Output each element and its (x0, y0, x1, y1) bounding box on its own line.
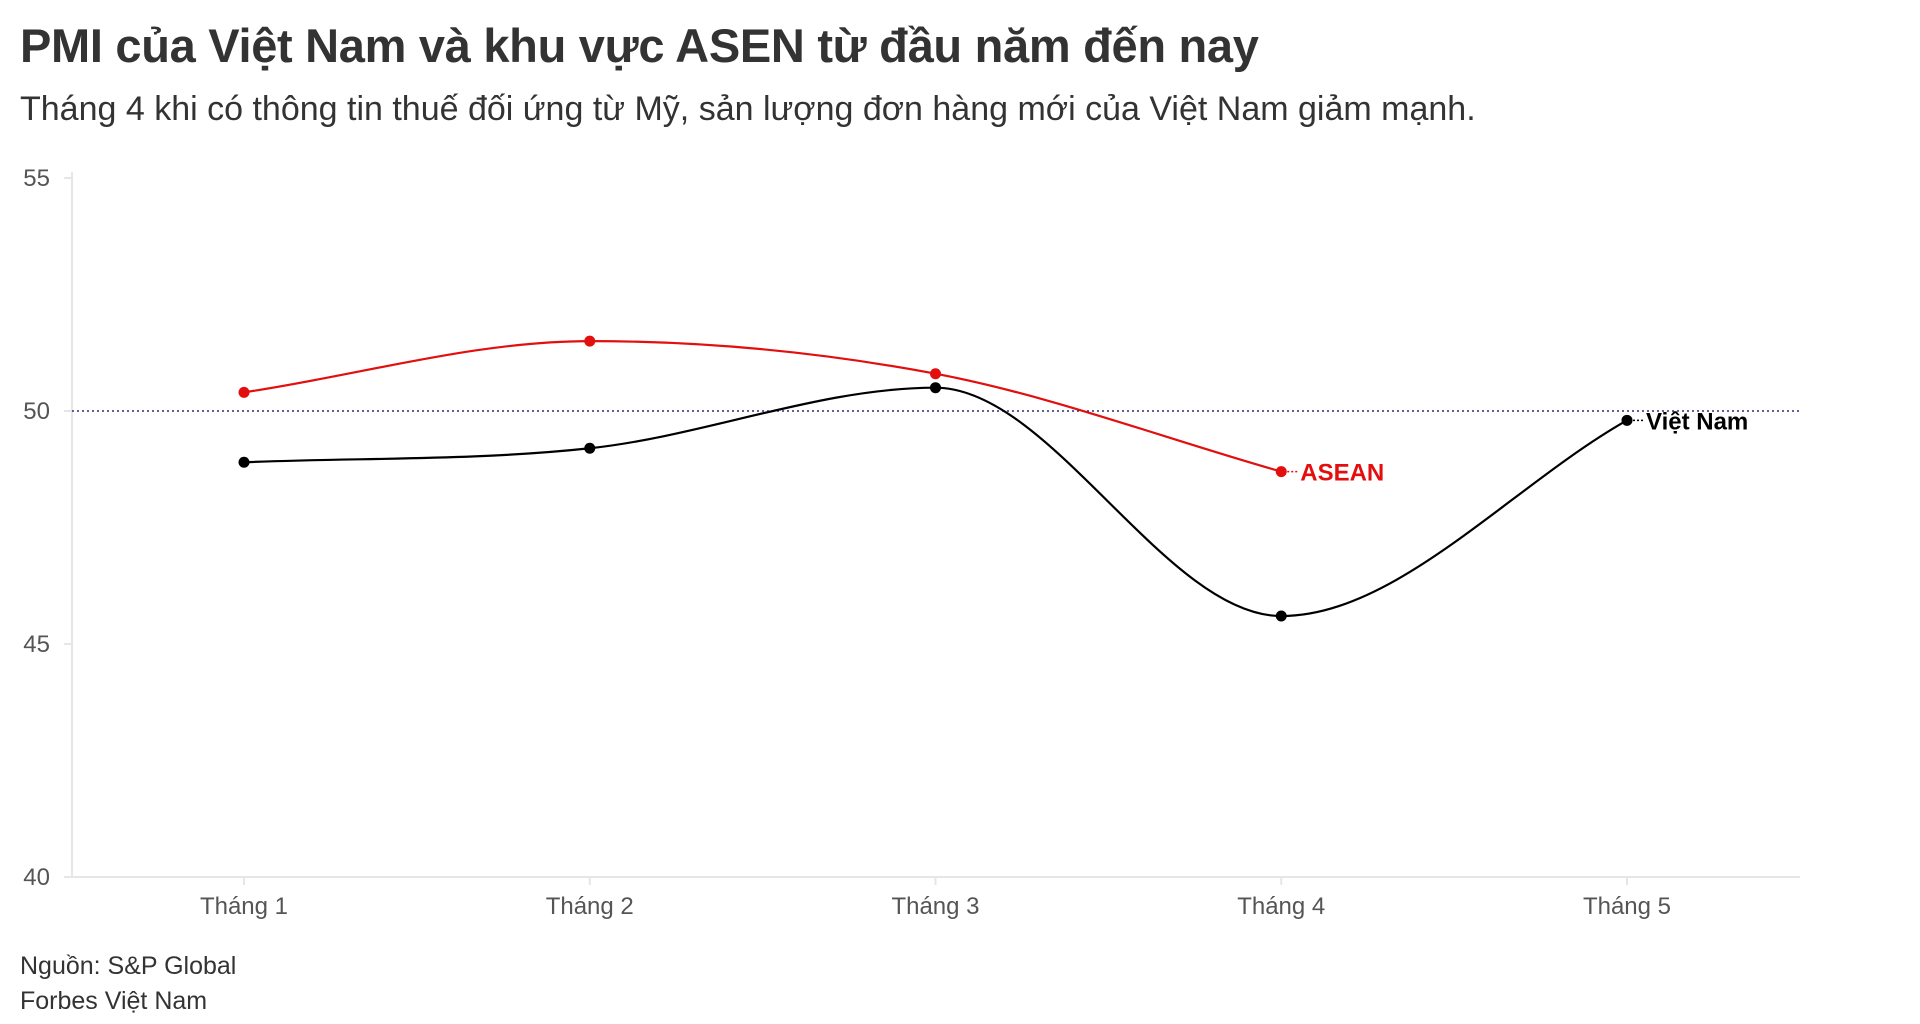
brand-note: Forbes Việt Nam (20, 987, 208, 1015)
x-tick-label: Tháng 1 (200, 893, 288, 920)
y-tick-label: 50 (23, 398, 50, 425)
vietnam-point (1275, 610, 1287, 622)
y-tick-label: 40 (23, 864, 50, 891)
y-tick-label: 45 (23, 631, 50, 658)
asean-point (584, 335, 596, 347)
chart-title: PMI của Việt Nam và khu vực ASEN từ đầu … (20, 19, 1259, 72)
x-tick-label: Tháng 3 (891, 893, 979, 920)
x-tick-label: Tháng 5 (1583, 893, 1671, 920)
asean-point (1275, 466, 1287, 478)
vietnam-series-label: Việt Nam (1646, 408, 1748, 435)
x-tick-label: Tháng 4 (1237, 893, 1325, 920)
asean-series-label: ASEAN (1300, 460, 1384, 487)
asean-series-line (243, 339, 1282, 473)
source-note: Nguồn: S&P Global (20, 952, 237, 980)
vietnam-point (584, 442, 596, 454)
vietnam-point (1621, 414, 1633, 426)
vietnam-point (930, 382, 941, 394)
vietnam-series-line (243, 386, 1628, 618)
asean-point (930, 368, 941, 380)
chart-subtitle: Tháng 4 khi có thông tin thuế đối ứng từ… (20, 90, 1476, 128)
axes-layer: 40 45 50 55 Tháng 1 Tháng 2 Tháng 3 Tháng 4 Thán… (23, 165, 1800, 920)
y-tick-label: 55 (23, 165, 50, 192)
vietnam-point (238, 456, 250, 468)
x-tick-label: Tháng 2 (546, 893, 634, 920)
asean-point (238, 386, 250, 398)
series-layer (238, 335, 1633, 622)
label-layer: ASEAN Việt Nam (1287, 408, 1748, 487)
